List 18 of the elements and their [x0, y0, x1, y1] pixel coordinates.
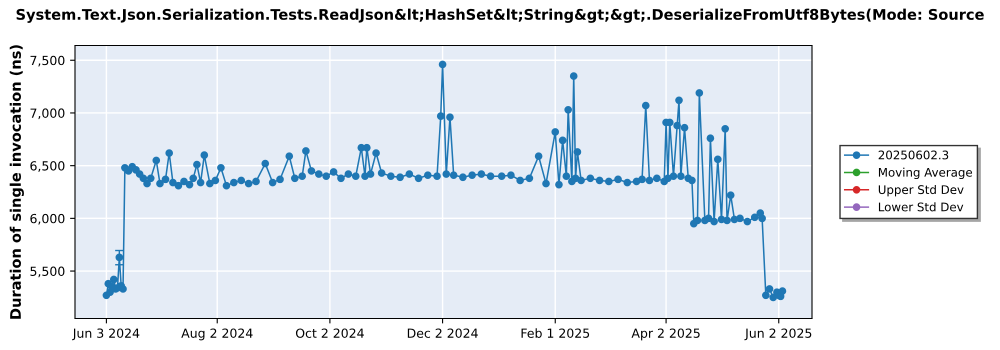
- y-tick-label: 6,000: [30, 214, 64, 225]
- legend-label: Moving Average: [878, 168, 972, 180]
- legend-label: Lower Std Dev: [878, 202, 964, 212]
- y-axis-title: Duration of single invocation (ns): [10, 45, 24, 319]
- y-tick-label: 7,000: [30, 108, 64, 120]
- x-tick-label: Dec 2 2024: [408, 328, 478, 338]
- x-tick-label: Aug 2 2024: [181, 328, 253, 340]
- chart-title: System.Text.Json.Serialization.Tests.ReadJson&lt;HashSet&lt;String&gt;&gt;.DeserializeFromUtf8Bytes(Mode: Source: [16, 8, 984, 23]
- y-tick-label: 5,500: [30, 266, 64, 278]
- y-tick-label: 7,500: [30, 56, 64, 66]
- x-tick-label: Oct 2 2024: [296, 328, 364, 338]
- x-tick-label: Jun 2 2025: [744, 328, 812, 340]
- y-tick-label: 6,500: [30, 161, 64, 172]
- x-tick-label: Jun 3 2024: [72, 328, 140, 340]
- x-tick-label: Apr 2 2025: [632, 328, 700, 340]
- legend-label: Upper Std Dev: [878, 184, 964, 196]
- x-tick-label: Feb 1 2025: [522, 328, 590, 338]
- legend-label: 20250602.3: [878, 150, 948, 160]
